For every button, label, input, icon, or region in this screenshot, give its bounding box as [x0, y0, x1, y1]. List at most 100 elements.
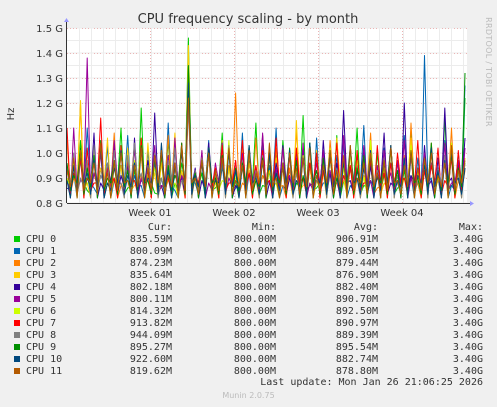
- legend-swatch: [14, 332, 20, 338]
- y-tick-label: 1.4 G: [36, 49, 63, 60]
- legend-series-name: CPU 7: [26, 318, 57, 329]
- legend-series-name: CPU 1: [26, 246, 57, 257]
- legend-cur-value: 800.09M: [129, 246, 172, 257]
- legend-header-max: Max:: [458, 222, 483, 233]
- legend-series-name: CPU 9: [26, 342, 57, 353]
- legend-min-value: 800.00M: [233, 246, 276, 257]
- legend-swatch: [14, 308, 20, 314]
- legend-max-value: 3.40G: [452, 330, 483, 341]
- y-axis-label: Hz: [6, 108, 17, 121]
- legend-avg-value: 882.74M: [335, 354, 378, 365]
- y-tick-label: 1.0 G: [36, 149, 63, 160]
- axes: [64, 18, 474, 206]
- legend-min-value: 800.00M: [233, 306, 276, 317]
- x-tick-label: Week 02: [212, 208, 255, 219]
- legend-max-value: 3.40G: [452, 234, 483, 245]
- legend-avg-value: 892.50M: [335, 306, 378, 317]
- legend-avg-value: 890.97M: [335, 318, 378, 329]
- legend-cur-value: 944.09M: [129, 330, 172, 341]
- legend-row: CPU 3 835.64M 800.00M 876.90M 3.40G: [0, 270, 497, 282]
- y-tick-labels: 0.8 G 0.9 G 1.0 G 1.1 G 1.2 G 1.3 G 1.4 G 1.5 G: [36, 24, 63, 210]
- legend-row: CPU 11 819.62M 800.00M 878.80M 3.40G: [0, 366, 497, 378]
- legend-row: CPU 7 913.82M 800.00M 890.97M 3.40G: [0, 318, 497, 330]
- legend-avg-value: 878.80M: [335, 366, 378, 377]
- legend-cur-value: 800.11M: [129, 294, 172, 305]
- y-tick-label: 1.3 G: [36, 74, 63, 85]
- legend-header: Cur: Min: Avg: Max:: [0, 222, 497, 234]
- legend-avg-value: 882.40M: [335, 282, 378, 293]
- legend-avg-value: 890.70M: [335, 294, 378, 305]
- legend-swatch: [14, 284, 20, 290]
- legend-max-value: 3.40G: [452, 294, 483, 305]
- legend-max-value: 3.40G: [452, 246, 483, 257]
- legend-cur-value: 913.82M: [129, 318, 172, 329]
- y-tick-label: 1.5 G: [36, 24, 63, 35]
- x-tick-label: Week 04: [380, 208, 423, 219]
- legend-swatch: [14, 260, 20, 266]
- legend-cur-value: 874.23M: [129, 258, 172, 269]
- legend-max-value: 3.40G: [452, 318, 483, 329]
- y-tick-label: 0.9 G: [36, 174, 63, 185]
- legend-swatch: [14, 296, 20, 302]
- legend-swatch: [14, 248, 20, 254]
- last-update: Last update: Mon Jan 26 21:06:25 2026: [260, 377, 483, 388]
- cpu-frequency-chart: CPU frequency scaling - by month Hz RRDT…: [6, 12, 493, 219]
- legend-max-value: 3.40G: [452, 270, 483, 281]
- legend-swatch: [14, 356, 20, 362]
- series-lines: [66, 37, 466, 199]
- x-tick-label: Week 01: [128, 208, 171, 219]
- legend-series-name: CPU 5: [26, 294, 57, 305]
- legend-swatch: [14, 320, 20, 326]
- legend-min-value: 800.00M: [233, 318, 276, 329]
- legend-avg-value: 889.05M: [335, 246, 378, 257]
- legend-cur-value: 835.59M: [129, 234, 172, 245]
- legend-max-value: 3.40G: [452, 306, 483, 317]
- legend-min-value: 800.00M: [233, 330, 276, 341]
- legend-series-name: CPU 10: [26, 354, 63, 365]
- legend-cur-value: 814.32M: [129, 306, 172, 317]
- legend-series-name: CPU 8: [26, 330, 57, 341]
- legend-max-value: 3.40G: [452, 258, 483, 269]
- legend-series-name: CPU 0: [26, 234, 57, 245]
- legend-max-value: 3.40G: [452, 366, 483, 377]
- legend-cur-value: 922.60M: [129, 354, 172, 365]
- legend-max-value: 3.40G: [452, 342, 483, 353]
- rrdtool-credit: RRDTOOL / TOBI OETIKER: [484, 17, 493, 127]
- legend-swatch: [14, 236, 20, 242]
- legend-avg-value: 895.54M: [335, 342, 378, 353]
- x-axis-arrow: [470, 201, 474, 206]
- legend-header-cur: Cur:: [147, 222, 172, 233]
- legend-row: CPU 8 944.09M 800.00M 889.39M 3.40G: [0, 330, 497, 342]
- legend-min-value: 800.00M: [233, 342, 276, 353]
- legend-avg-value: 889.39M: [335, 330, 378, 341]
- legend-swatch: [14, 344, 20, 350]
- legend-row: CPU 4 802.18M 800.00M 882.40M 3.40G: [0, 282, 497, 294]
- munin-version: Munin 2.0.75: [222, 391, 275, 400]
- legend-min-value: 800.00M: [233, 270, 276, 281]
- legend-series-name: CPU 6: [26, 306, 57, 317]
- legend-swatch: [14, 368, 20, 374]
- legend-row: CPU 6 814.32M 800.00M 892.50M 3.40G: [0, 306, 497, 318]
- legend-series-name: CPU 11: [26, 366, 63, 377]
- legend-row: CPU 0 835.59M 800.00M 906.91M 3.40G: [0, 234, 497, 246]
- chart-title: CPU frequency scaling - by month: [138, 12, 359, 27]
- legend-cur-value: 895.27M: [129, 342, 172, 353]
- legend-swatch: [14, 272, 20, 278]
- legend-series-name: CPU 4: [26, 282, 57, 293]
- x-tick-labels: Week 01 Week 02 Week 03 Week 04: [128, 208, 423, 219]
- x-tick-label: Week 03: [296, 208, 339, 219]
- legend-row: CPU 5 800.11M 800.00M 890.70M 3.40G: [0, 294, 497, 306]
- legend-min-value: 800.00M: [233, 282, 276, 293]
- legend-avg-value: 906.91M: [335, 234, 378, 245]
- legend-avg-value: 879.44M: [335, 258, 378, 269]
- legend-row: CPU 2 874.23M 800.00M 879.44M 3.40G: [0, 258, 497, 270]
- y-tick-label: 0.8 G: [36, 199, 63, 210]
- legend-cur-value: 802.18M: [129, 282, 172, 293]
- legend-series-name: CPU 3: [26, 270, 57, 281]
- legend-max-value: 3.40G: [452, 354, 483, 365]
- legend-min-value: 800.00M: [233, 354, 276, 365]
- legend-header-min: Min:: [251, 222, 276, 233]
- legend-row: CPU 9 895.27M 800.00M 895.54M 3.40G: [0, 342, 497, 354]
- y-axis-arrow: [64, 18, 69, 22]
